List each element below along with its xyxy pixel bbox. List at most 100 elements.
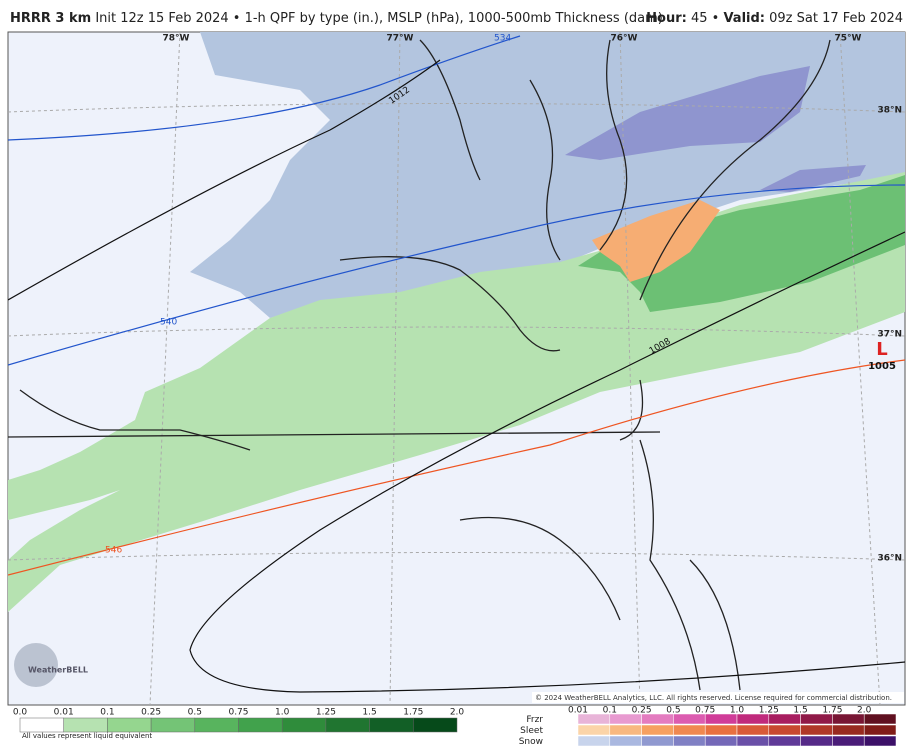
rain-legend-box: [369, 717, 414, 733]
low-symbol: L: [876, 339, 887, 360]
mixed-legend-box: [863, 724, 897, 736]
thickness-label: 546: [105, 546, 122, 556]
description: Init 12z 15 Feb 2024 • 1-h QPF by type (…: [95, 11, 663, 26]
rain-legend-label: 1.25: [316, 708, 336, 718]
rain-legend-box: [19, 717, 64, 733]
lat-label: 37°N: [877, 330, 902, 340]
mixed-legend-box: [704, 735, 738, 747]
mixed-legend-label: 0.1: [603, 706, 617, 716]
mixed-legend-label: 0.25: [632, 706, 652, 716]
heavy-snow-area: [565, 66, 810, 160]
lon-label: 75°W: [835, 34, 862, 44]
mixed-legend-label: 1.5: [793, 706, 807, 716]
mixed-legend-box: [768, 713, 801, 725]
mixed-legend-box: [863, 713, 897, 725]
rain-legend-label: 0.5: [188, 708, 202, 718]
mixed-legend-box: [736, 713, 770, 725]
mixed-legend-label: 0.75: [695, 706, 715, 716]
mixed-legend-box: [768, 735, 801, 747]
mixed-legend-box: [800, 724, 833, 736]
river: [19, 389, 251, 451]
isobars: [8, 59, 905, 693]
logo: WeatherBELL: [28, 666, 88, 675]
thickness-label: 534: [494, 34, 511, 44]
mixed-legend-label: 2.0: [857, 706, 872, 716]
copyright: © 2024 WeatherBELL Analytics, LLC. All r…: [535, 694, 892, 702]
rain-legend-label: 1.75: [403, 708, 423, 718]
mixed-legend-type: Frzr: [526, 715, 543, 725]
rain-legend-label: 0.0: [13, 708, 28, 718]
map-layers: [8, 32, 905, 705]
mixed-legend-label: 1.75: [822, 706, 842, 716]
thickness-546: [8, 359, 905, 576]
rain-legend-box: [238, 717, 283, 733]
rain-legend-label: 1.0: [275, 708, 290, 718]
parallels: [8, 103, 905, 561]
mixed-legend-box: [800, 713, 833, 725]
valid-label: Valid:: [723, 11, 765, 26]
mixed-legend-box: [832, 735, 865, 747]
mixed-legend-box: [641, 724, 674, 736]
header-right: Hour: 45 • Valid: 09z Sat 17 Feb 2024: [646, 11, 903, 26]
hour-label: Hour:: [646, 11, 687, 26]
mixed-legend-box: [736, 724, 770, 736]
mixed-legend-box: [863, 735, 897, 747]
rain-legend-label: 2.0: [450, 708, 465, 718]
lon-label: 78°W: [163, 34, 190, 44]
mixed-legend-box: [800, 735, 833, 747]
lon-label: 77°W: [387, 34, 414, 44]
state-border: [8, 431, 661, 438]
mixed-legend-label: 0.5: [666, 706, 680, 716]
legends: All values represent liquid equivalent 0…: [13, 706, 897, 747]
model: HRRR 3 km: [10, 11, 91, 26]
rain-legend-label: 0.75: [228, 708, 248, 718]
mixed-legend-label: 1.0: [730, 706, 745, 716]
mixed-legend-box: [577, 724, 611, 736]
mixed-legend-box: [832, 713, 865, 725]
mixed-legend-label: 1.25: [759, 706, 779, 716]
thickness-lines: [8, 35, 905, 576]
rain-legend-box: [325, 717, 370, 733]
copyright-bg: [532, 692, 904, 703]
lon-label: 76°W: [611, 34, 638, 44]
mixed-legend-box: [577, 735, 611, 747]
mixed-legend-box: [609, 724, 642, 736]
rain-legend-label: 0.01: [54, 708, 74, 718]
mixed-legend-box: [609, 713, 642, 725]
mixed-legend-box: [641, 713, 674, 725]
mixed-legend-box: [673, 713, 706, 725]
mixed-legend-box: [673, 724, 706, 736]
mixed-legend-label: 0.01: [568, 706, 588, 716]
rain-legend-box: [107, 717, 152, 733]
mixed-legend-box: [641, 735, 674, 747]
graticule: [8, 32, 905, 705]
isobar-1008: [189, 231, 905, 693]
lat-label: 38°N: [877, 106, 902, 116]
hour: 45 •: [691, 11, 719, 26]
legend-note: All values represent liquid equivalent: [22, 732, 152, 740]
heavy-rain-area: [578, 175, 905, 312]
mixed-legend-box: [832, 724, 865, 736]
rain-legend-label: 0.1: [100, 708, 114, 718]
logo-globe: [14, 643, 58, 687]
mixed-legend-box: [609, 735, 642, 747]
sleet-area: [592, 200, 720, 282]
coast: [339, 39, 831, 691]
mixed-legend-box: [768, 724, 801, 736]
mixed-legend-box: [673, 735, 706, 747]
thickness-534: [8, 35, 521, 141]
low-pressure: 1005: [868, 361, 896, 372]
thickness-540: [8, 184, 905, 366]
coastlines: [8, 39, 831, 691]
rain-legend-box: [281, 717, 327, 733]
mixed-legend-box: [577, 713, 611, 725]
meridians: [149, 32, 881, 705]
mixed-legend-box: [736, 735, 770, 747]
rain-legend-box: [413, 717, 458, 733]
rain-legend-box: [63, 717, 108, 733]
thickness-label: 540: [160, 318, 177, 328]
mixed-legend-type: Sleet: [520, 726, 543, 736]
heavy-snow-area: [760, 165, 866, 192]
mixed-legend-box: [704, 713, 738, 725]
